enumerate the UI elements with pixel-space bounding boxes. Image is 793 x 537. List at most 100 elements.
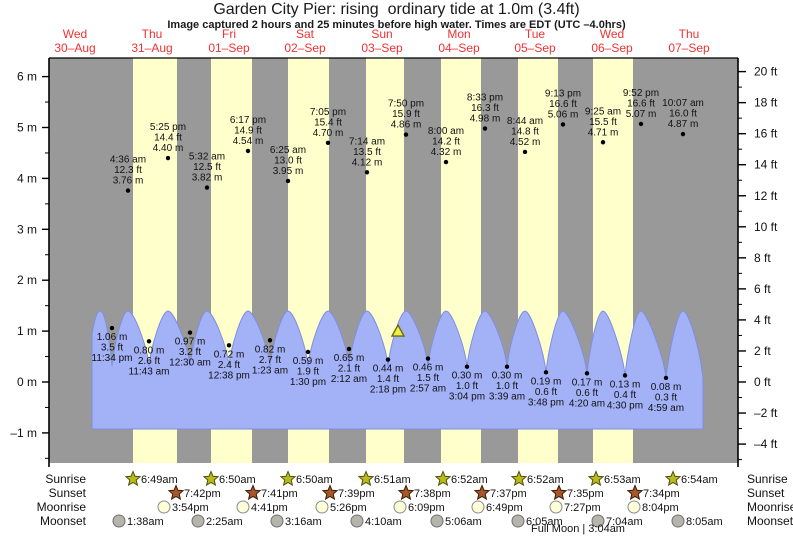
moonset-circle-icon bbox=[350, 514, 364, 528]
sunset-star-icon bbox=[321, 484, 339, 501]
low-tide-time: 11:34 pm bbox=[92, 353, 133, 364]
moonset-circle-icon bbox=[671, 514, 685, 528]
right-axis-tick-label: 6 ft bbox=[754, 282, 771, 296]
day-date-label: 02–Sep bbox=[284, 41, 326, 55]
sunrise-star-icon bbox=[357, 470, 375, 487]
moonset-time: 1:38am bbox=[127, 516, 164, 528]
low-tide-time: 3:39 am bbox=[489, 392, 525, 403]
moonset-time: 4:10am bbox=[365, 516, 402, 528]
high-tide-time: 6:25 am bbox=[270, 145, 306, 156]
astro-row-label-right: Sunset bbox=[747, 486, 785, 500]
high-tide-time: 8:44 am bbox=[507, 116, 543, 127]
moonset-time: 8:05am bbox=[686, 516, 723, 528]
current-tide-marker-icon bbox=[390, 323, 406, 337]
day-name-label: Mon bbox=[447, 27, 470, 41]
high-tide-time: 7:05 pm bbox=[310, 107, 346, 118]
moonrise-time: 3:54pm bbox=[172, 502, 209, 514]
moonset-time: 6:05am bbox=[526, 516, 563, 528]
sunset-time: 7:37pm bbox=[490, 488, 527, 500]
low-tide-height-m: 0.17 m bbox=[572, 377, 603, 388]
right-axis-tick-label: 10 ft bbox=[754, 220, 778, 234]
low-tide-dot bbox=[305, 349, 311, 355]
right-axis-tick-label: 0 ft bbox=[754, 375, 771, 389]
low-tide-dot bbox=[187, 330, 193, 335]
low-tide-time: 2:12 am bbox=[331, 374, 367, 385]
high-tide-height-ft: 13.5 ft bbox=[353, 147, 381, 158]
high-tide-height-m: 3.76 m bbox=[113, 176, 144, 187]
high-tide-dot bbox=[522, 149, 528, 155]
sunrise-time: 6:52am bbox=[451, 474, 488, 486]
low-tide-height-ft: 2.4 ft bbox=[218, 360, 240, 371]
moonset-time: 7:04am bbox=[606, 516, 643, 528]
low-tide-dot bbox=[346, 346, 352, 352]
high-tide-time: 10:07 am bbox=[662, 98, 704, 109]
high-tide-height-m: 4.12 m bbox=[352, 157, 383, 168]
sunset-time: 7:41pm bbox=[261, 488, 298, 500]
left-axis-tick-label: 0 m bbox=[17, 375, 37, 389]
low-tide-height-m: 0.65 m bbox=[334, 353, 365, 364]
high-tide-dot bbox=[638, 121, 644, 127]
high-tide-dot bbox=[364, 170, 370, 175]
day-name-label: Sun bbox=[371, 27, 392, 41]
moonrise-time: 7:27pm bbox=[564, 502, 601, 514]
low-tide-height-ft: 0.3 ft bbox=[655, 392, 677, 403]
high-tide-dot bbox=[325, 140, 331, 145]
high-tide-height-ft: 14.9 ft bbox=[234, 125, 262, 136]
astro-row-label-left: Sunset bbox=[49, 486, 87, 500]
moonrise-circle-icon bbox=[627, 500, 641, 514]
right-axis-tick-label: 14 ft bbox=[754, 158, 778, 172]
high-tide-height-m: 5.06 m bbox=[548, 109, 579, 120]
low-tide-height-ft: 3.5 ft bbox=[101, 343, 123, 354]
high-tide-height-m: 4.32 m bbox=[431, 147, 462, 158]
low-tide-time: 3:48 pm bbox=[528, 397, 564, 408]
left-axis-tick-label: 6 m bbox=[17, 70, 37, 84]
low-tide-time: 4:30 pm bbox=[607, 400, 643, 411]
low-tide-time: 1:30 pm bbox=[290, 377, 326, 388]
left-axis-tick-label: –1 m bbox=[10, 426, 37, 440]
low-tide-dot bbox=[504, 364, 510, 369]
low-tide-height-m: 1.06 m bbox=[97, 332, 128, 343]
high-tide-time: 5:25 pm bbox=[150, 122, 186, 133]
astro-row-label-right: Moonset bbox=[747, 514, 793, 528]
left-axis-tick-label: 1 m bbox=[17, 324, 37, 338]
moonset-circle-icon bbox=[430, 514, 444, 528]
day-name-label: Thu bbox=[142, 27, 163, 41]
moonrise-time: 8:04pm bbox=[642, 502, 679, 514]
low-tide-dot bbox=[663, 375, 669, 381]
high-tide-height-ft: 16.6 ft bbox=[549, 99, 577, 110]
high-tide-height-ft: 16.0 ft bbox=[669, 109, 697, 120]
sunrise-time: 6:50am bbox=[296, 474, 333, 486]
low-tide-height-ft: 1.0 ft bbox=[456, 381, 478, 392]
right-axis-tick-label: 16 ft bbox=[754, 127, 778, 141]
low-tide-dot bbox=[267, 338, 273, 343]
low-tide-time: 1:23 am bbox=[252, 365, 288, 376]
moonset-circle-icon bbox=[270, 514, 284, 528]
high-tide-height-ft: 12.3 ft bbox=[114, 165, 142, 176]
high-tide-height-m: 3.82 m bbox=[192, 173, 223, 184]
high-tide-dot bbox=[165, 155, 171, 161]
chart-subtitle: Image captured 2 hours and 25 minutes be… bbox=[167, 19, 626, 31]
low-tide-height-ft: 2.7 ft bbox=[259, 355, 281, 366]
day-date-label: 30–Aug bbox=[54, 41, 95, 55]
low-tide-dot bbox=[385, 357, 391, 362]
high-tide-dot bbox=[285, 178, 291, 184]
left-axis-tick-label: 3 m bbox=[17, 222, 37, 236]
sunrise-time: 6:50am bbox=[219, 474, 256, 486]
low-tide-height-ft: 2.6 ft bbox=[138, 356, 160, 367]
low-tide-height-ft: 1.4 ft bbox=[377, 374, 399, 385]
right-axis-tick-label: –2 ft bbox=[754, 406, 778, 420]
right-axis-tick-label: 18 ft bbox=[754, 96, 778, 110]
left-axis-tick-label: 5 m bbox=[17, 121, 37, 135]
day-date-label: 04–Sep bbox=[438, 41, 480, 55]
sunrise-time: 6:52am bbox=[527, 474, 564, 486]
day-name-label: Fri bbox=[222, 27, 236, 41]
moonset-circle-icon bbox=[511, 514, 525, 528]
high-tide-time: 4:36 am bbox=[110, 155, 146, 166]
sunrise-time: 6:54am bbox=[681, 474, 718, 486]
high-tide-dot bbox=[245, 148, 251, 154]
high-tide-time: 8:00 am bbox=[428, 126, 464, 137]
high-tide-height-m: 4.98 m bbox=[470, 114, 501, 125]
moonset-circle-icon bbox=[191, 514, 205, 528]
day-name-label: Wed bbox=[600, 27, 624, 41]
